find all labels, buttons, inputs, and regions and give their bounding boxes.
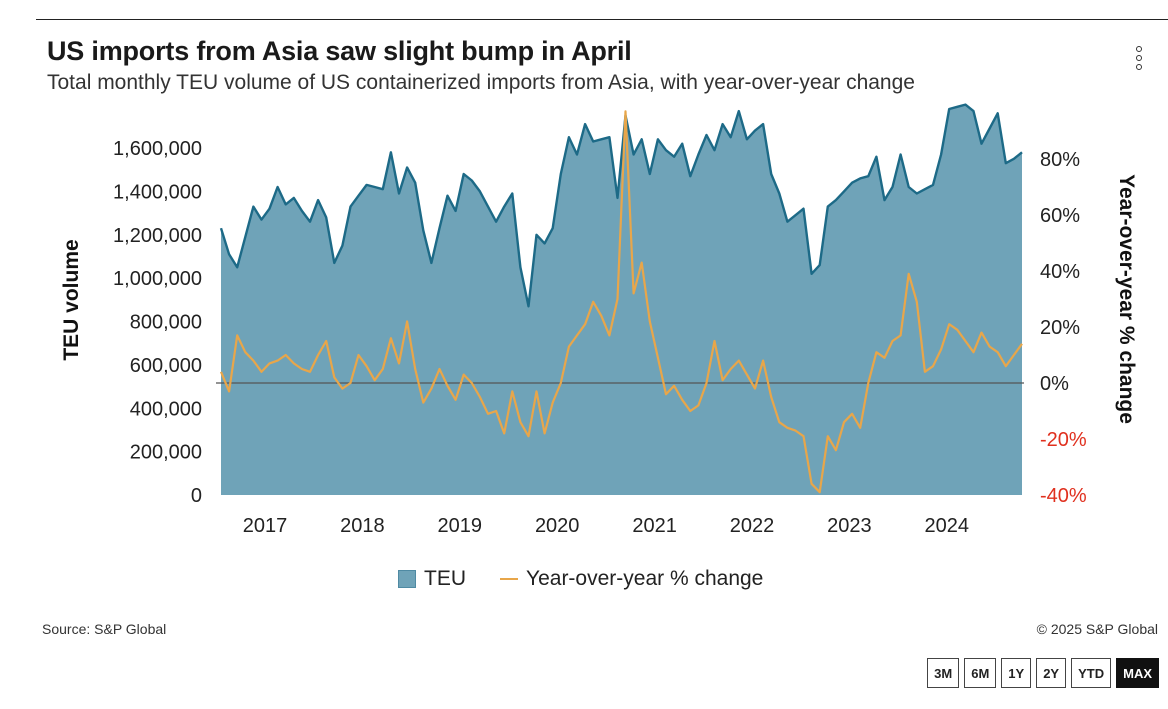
- right-tick-label: 20%: [1040, 317, 1080, 339]
- x-tick-label: 2017: [243, 515, 288, 537]
- right-tick-label: 0%: [1040, 373, 1069, 395]
- left-tick-label: 800,000: [130, 312, 202, 334]
- left-tick-label: 600,000: [130, 355, 202, 377]
- x-tick-label: 2023: [827, 515, 872, 537]
- copyright-note: © 2025 S&P Global: [1036, 621, 1158, 637]
- right-tick-label: -40%: [1040, 485, 1087, 507]
- right-axis-title: Year-over-year % change: [1115, 174, 1138, 424]
- legend-label-yoy: Year-over-year % change: [526, 567, 764, 590]
- range-button-1y[interactable]: 1Y: [1001, 658, 1032, 688]
- left-axis-title: TEU volume: [60, 239, 83, 360]
- right-tick-label: 40%: [1040, 261, 1080, 283]
- x-tick-label: 2022: [730, 515, 775, 537]
- left-tick-label: 1,600,000: [113, 138, 202, 160]
- left-tick-label: 1,000,000: [113, 268, 202, 290]
- yoy-line: [219, 110, 1023, 494]
- range-button-3m[interactable]: 3M: [927, 658, 960, 688]
- range-button-ytd[interactable]: YTD: [1071, 658, 1112, 688]
- legend-item-yoy[interactable]: Year-over-year % change: [500, 567, 763, 591]
- teu-line: [219, 103, 1023, 308]
- legend-item-teu[interactable]: TEU: [398, 567, 466, 591]
- left-tick-label: 400,000: [130, 398, 202, 420]
- x-tick-label: 2021: [632, 515, 677, 537]
- legend-swatch-teu: [398, 570, 416, 588]
- right-tick-label: -20%: [1040, 429, 1087, 451]
- right-tick-label: 80%: [1040, 149, 1080, 171]
- chart-title: US imports from Asia saw slight bump in …: [47, 36, 632, 66]
- chart-subtitle: Total monthly TEU volume of US container…: [47, 71, 915, 94]
- top-rule: [36, 19, 1168, 20]
- left-tick-label: 1,400,000: [113, 181, 202, 203]
- left-tick-label: 200,000: [130, 442, 202, 464]
- legend-label-teu: TEU: [424, 567, 466, 590]
- x-tick-label: 2019: [438, 515, 483, 537]
- legend-swatch-yoy: [500, 578, 518, 580]
- range-button-2y[interactable]: 2Y: [1036, 658, 1067, 688]
- vertical-ellipsis-icon[interactable]: [1128, 46, 1150, 86]
- x-tick-label: 2018: [340, 515, 385, 537]
- source-note: Source: S&P Global: [42, 621, 167, 637]
- left-tick-label: 0: [191, 485, 202, 507]
- right-tick-label: 60%: [1040, 205, 1080, 227]
- chart-legend: TEU Year-over-year % change: [398, 567, 797, 591]
- left-tick-label: 1,200,000: [113, 225, 202, 247]
- range-selector: 3M 6M 1Y 2Y YTD MAX: [922, 658, 1159, 688]
- range-button-6m[interactable]: 6M: [964, 658, 997, 688]
- range-button-max[interactable]: MAX: [1116, 658, 1159, 688]
- x-tick-label: 2024: [925, 515, 970, 537]
- x-tick-label: 2020: [535, 515, 580, 537]
